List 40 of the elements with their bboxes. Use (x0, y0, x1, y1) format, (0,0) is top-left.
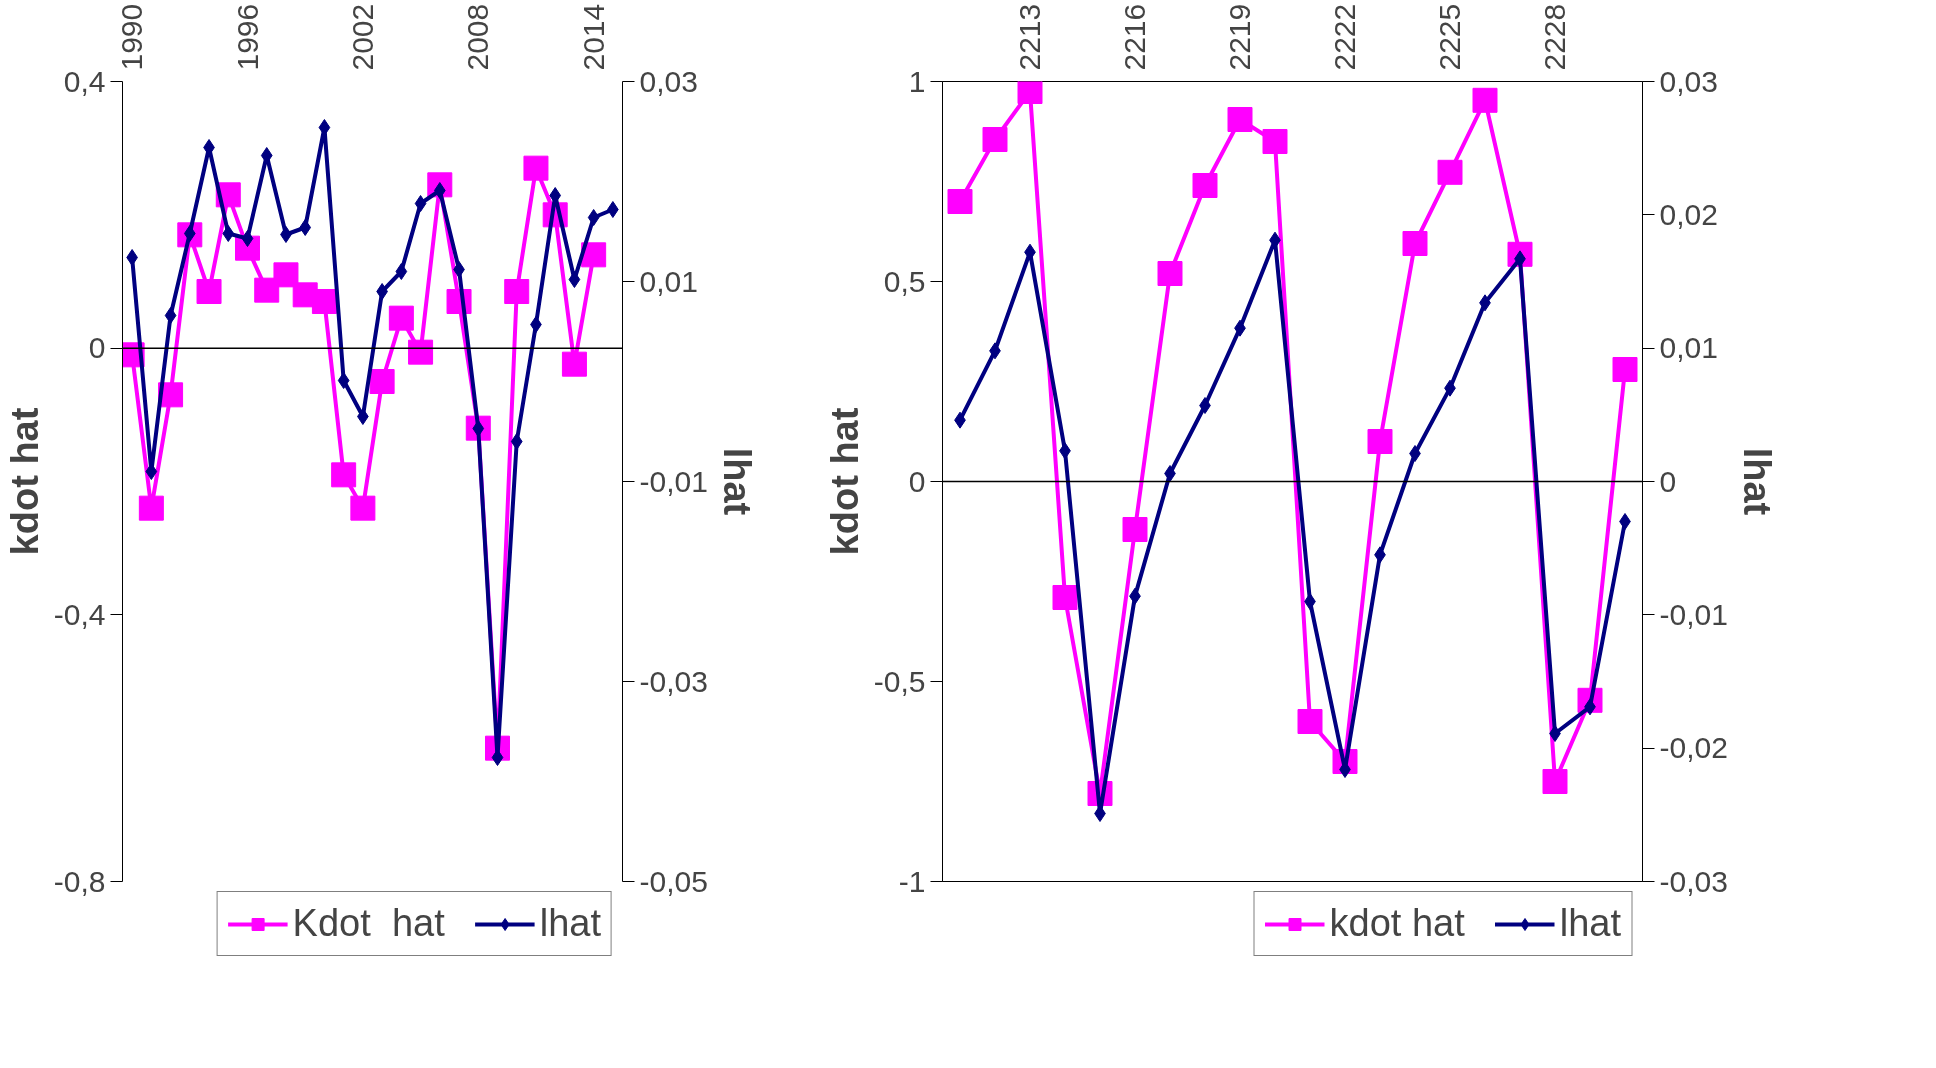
y2-tick-label: 0,03 (1659, 64, 1718, 98)
y-tick-label: 1 (908, 64, 926, 98)
x-tick-label: 2219 (1223, 3, 1256, 71)
x-tick-label: 2225 (1433, 3, 1466, 71)
y2-tick-label: 0,03 (639, 64, 698, 98)
x-tick-label: 2222 (1328, 3, 1361, 71)
y2-tick-label: 0,02 (1659, 197, 1718, 231)
x-tick-label: 2008 (461, 3, 495, 71)
legend-label: lhat (1559, 902, 1621, 945)
y-tick-label: -0,4 (53, 597, 106, 631)
y-tick-label: 0,4 (63, 64, 106, 98)
y-tick-label: -1 (898, 864, 926, 898)
y-axis-title: kdot hat (3, 407, 46, 556)
y2-tick-label: 0,01 (1659, 331, 1718, 365)
y-tick-label: -0,5 (873, 664, 926, 698)
x-tick-label: 2228 (1538, 3, 1571, 71)
y2-tick-label: -0,05 (639, 864, 708, 898)
y2-axis-title: lhat (1735, 447, 1778, 516)
y2-axis-title: lhat (715, 447, 758, 516)
legend-label: lhat (539, 902, 601, 945)
legend-label: kdot hat (1329, 902, 1465, 945)
x-tick-label: 1996 (230, 3, 264, 71)
y2-tick-label: 0 (1659, 464, 1677, 498)
legend-label: Kdot hat (292, 902, 445, 945)
y-axis-title: kdot hat (823, 407, 866, 556)
y2-tick-label: 0,01 (639, 264, 698, 298)
y2-tick-label: -0,03 (1659, 864, 1728, 898)
x-tick-label: 2002 (345, 3, 379, 71)
x-tick-label: 1990 (115, 3, 149, 71)
y2-tick-label: -0,02 (1659, 731, 1728, 765)
y-tick-label: 0,5 (883, 264, 926, 298)
y2-tick-label: -0,01 (1659, 597, 1728, 631)
x-tick-label: 2014 (576, 3, 610, 71)
y2-tick-label: -0,01 (639, 464, 708, 498)
y2-tick-label: -0,03 (639, 664, 708, 698)
y-tick-label: 0 (88, 331, 106, 365)
x-tick-label: 2216 (1118, 3, 1151, 71)
y-tick-label: -0,8 (53, 864, 106, 898)
x-tick-label: 2213 (1013, 3, 1046, 71)
y-tick-label: 0 (908, 464, 926, 498)
